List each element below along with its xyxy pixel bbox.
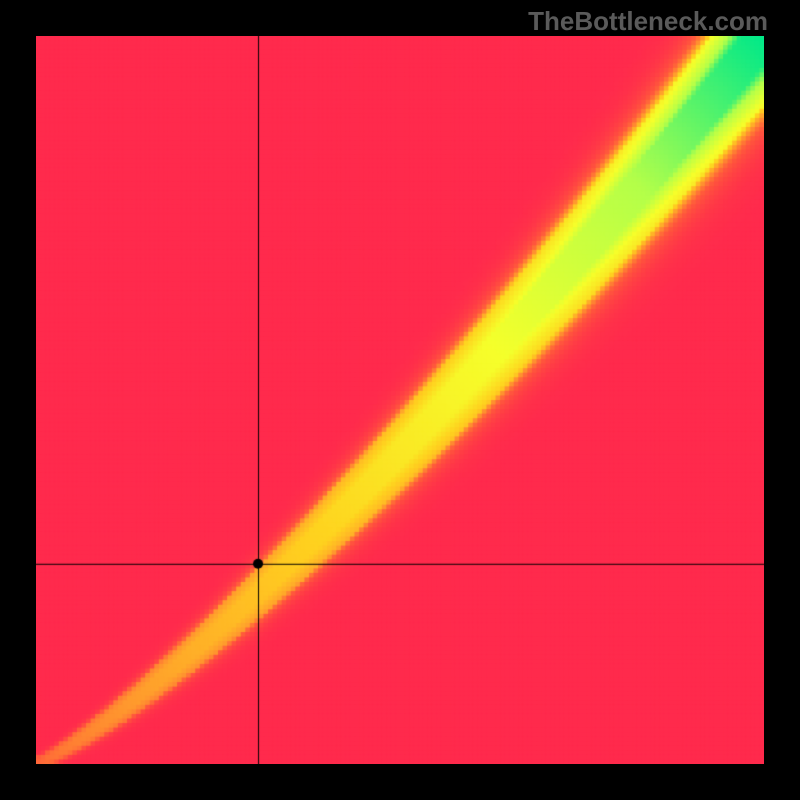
chart-container: TheBottleneck.com — [0, 0, 800, 800]
bottleneck-heatmap — [36, 36, 764, 764]
watermark-text: TheBottleneck.com — [528, 6, 768, 37]
